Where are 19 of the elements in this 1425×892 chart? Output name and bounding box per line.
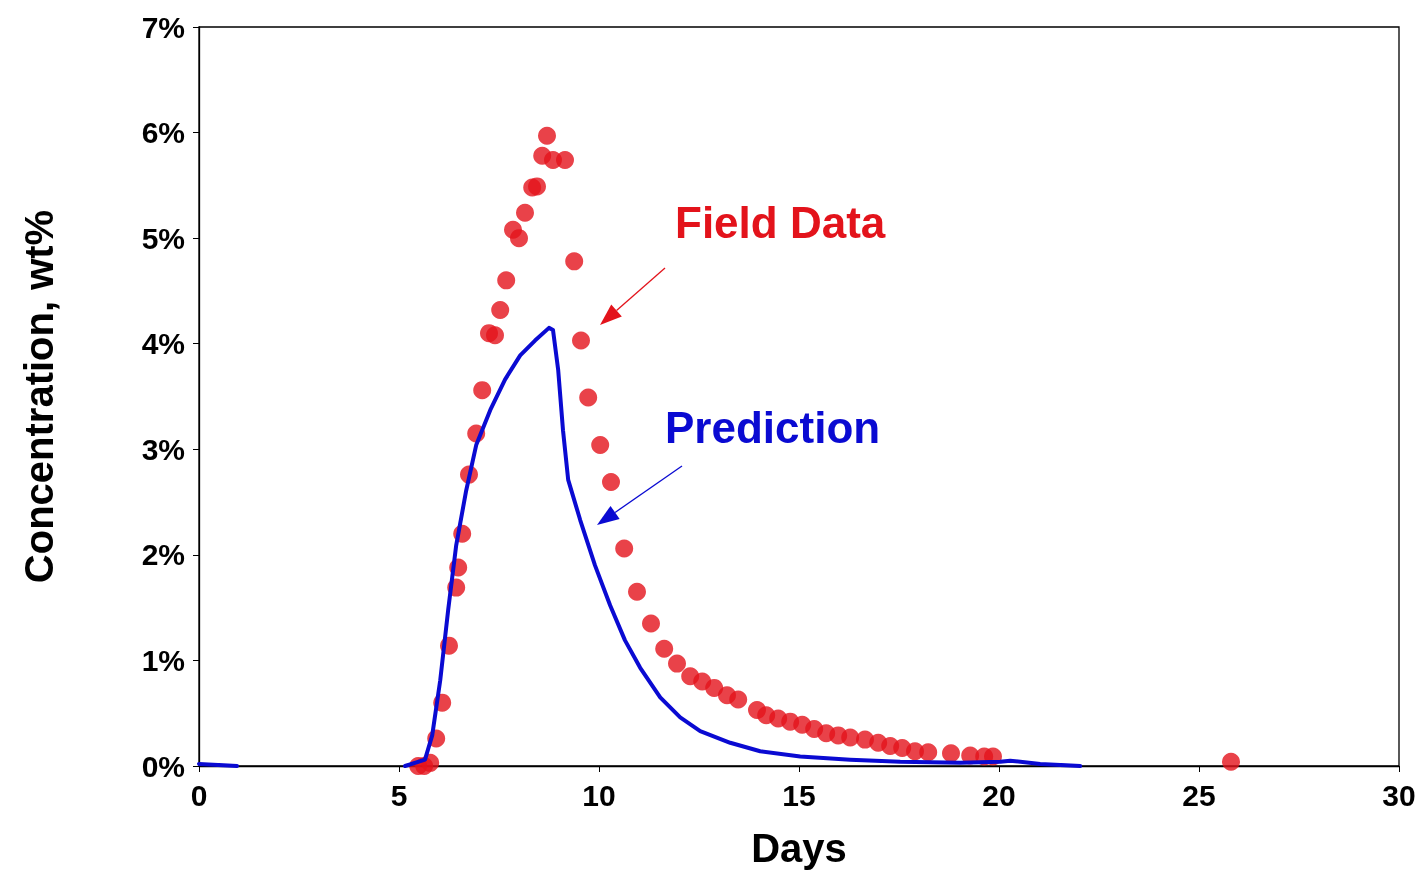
x-tick-label: 15	[782, 778, 816, 812]
y-tick-label: 6%	[141, 116, 185, 150]
y-tick-label: 5%	[141, 221, 185, 255]
x-tick-label: 20	[982, 778, 1016, 812]
text: Prediction	[665, 403, 881, 452]
text: Field Data	[675, 198, 886, 247]
x-axis-title: Days	[751, 826, 847, 870]
x-tick-label: 30	[1382, 778, 1416, 812]
y-tick-label: 0%	[141, 749, 185, 783]
y-tick-label: 4%	[141, 327, 185, 361]
y-axis-title: Concentration, wt%	[17, 209, 61, 584]
y-tick-label: 7%	[141, 10, 185, 44]
x-tick-label: 0	[190, 778, 208, 812]
x-tick-label: 25	[1182, 778, 1216, 812]
y-tick-label: 3%	[141, 432, 185, 466]
y-tick-label: 1%	[141, 643, 185, 677]
x-tick-label: 10	[582, 778, 616, 812]
x-tick-label: 5	[390, 778, 408, 812]
y-tick-label: 2%	[141, 538, 185, 572]
